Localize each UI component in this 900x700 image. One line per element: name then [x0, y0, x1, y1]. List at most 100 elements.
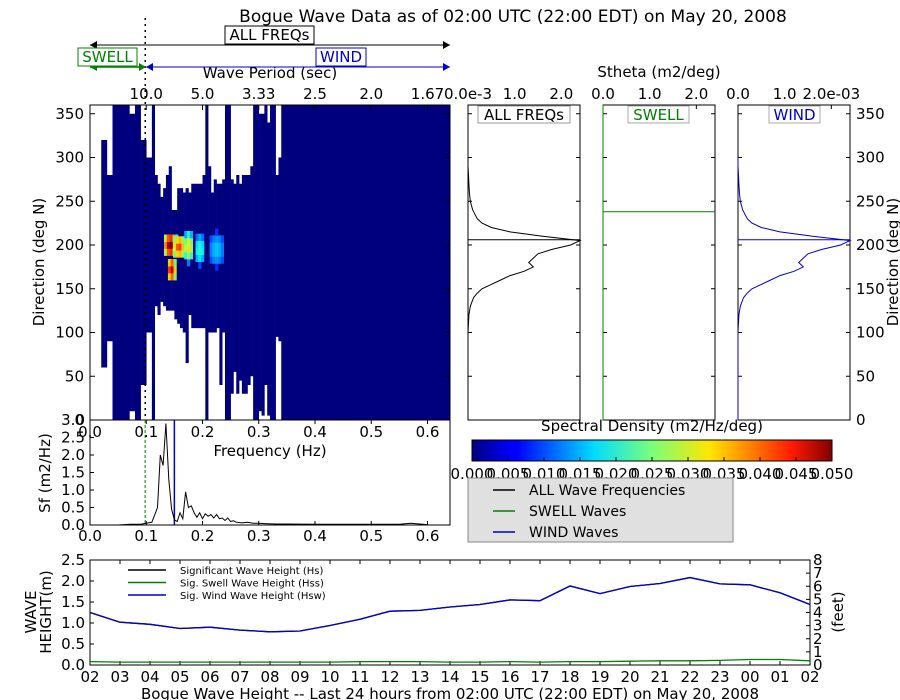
wave-height-x-tick-label: 05 — [170, 668, 189, 686]
heatmap-hot-cell — [195, 254, 199, 263]
wave-height-x-tick-label: 08 — [260, 668, 279, 686]
heatmap-hot-cell — [198, 240, 202, 249]
wave-height-series-line — [89, 576, 811, 633]
heatmap-hot-cell — [198, 261, 202, 270]
wave-height-y2-tick-label: 7 — [813, 564, 823, 582]
heatmap-hot-cell — [220, 256, 224, 264]
heatmap-cell-column — [230, 179, 234, 394]
heatmap-hot-cell — [220, 235, 224, 243]
wave-height-y2-label: (feet) — [829, 591, 847, 632]
sf-x-tick-label: 0.0 — [78, 527, 102, 545]
heatmap-y-axis-label: Direction (deg N) — [30, 198, 48, 327]
heatmap-cell-column — [233, 183, 237, 372]
heatmap-y-ticks: 0 50 100 150 200 250 300 350 — [55, 105, 450, 429]
stheta-wind-panel: 0.0 1.0 2.0e-03 WIND 0 50 100 150 200 250 300 350… — [726, 85, 900, 429]
heatmap-hot-cell — [184, 252, 188, 260]
wave-height-x-tick-label: 22 — [680, 668, 699, 686]
wave-height-x-tick-label: 01 — [770, 668, 789, 686]
stheta-x-tick-label: 1.0 — [773, 85, 797, 103]
wave-period-tick-label: 2.5 — [303, 85, 327, 103]
stheta-right-tick-label: 250 — [856, 192, 885, 210]
wave-height-legend-label: Significant Wave Height (Hs) — [180, 566, 323, 577]
heatmap-hotspots — [163, 228, 224, 281]
wave-height-ticks: 02 03 04 05 06 07 08 09 10 11 12 13 14 15 16 17 18 19 20 21… — [61, 551, 822, 686]
wave-height-legend-label: Sig. Swell Wave Height (Hss) — [180, 579, 324, 590]
heatmap-cell-column — [191, 183, 198, 329]
stheta-x-tick-label: 2.0e-03 — [803, 85, 861, 103]
heatmap-cell-column — [135, 105, 141, 420]
sf-y-tick-label: 1.5 — [61, 464, 85, 482]
heatmap-hot-cell — [170, 273, 174, 281]
wave-height-panel: 02 03 04 05 06 07 08 09 10 11 12 13 14 15 16 17 18 19 20 21… — [22, 551, 847, 700]
stheta-x-tick-label: 0.0e-3 — [444, 85, 492, 103]
sf-x-tick-label-top: 0.2 — [191, 423, 215, 441]
swell-arrowhead-right — [139, 63, 146, 71]
heatmap-hot-cell — [195, 247, 199, 256]
sf-x-tick-label: 0.2 — [191, 527, 215, 545]
wave-height-x-tick-label: 02 — [800, 668, 819, 686]
wave-height-x-tick-label: 00 — [740, 668, 759, 686]
sf-x-tick-label-top: 0.3 — [247, 423, 271, 441]
heatmap-columns — [101, 105, 451, 420]
stheta-all-label: ALL FREQs — [484, 106, 564, 124]
stheta-right-y-axis-label: Direction (deg N) — [884, 198, 900, 327]
heatmap-top-ticks: 10.0 5.0 3.33 2.5 2.0 1.67 — [130, 85, 444, 110]
heatmap-hot-cell — [209, 256, 213, 264]
heatmap-cell-column — [286, 105, 451, 420]
stheta-all-curve — [467, 157, 582, 420]
heatmap-hot-cell — [195, 240, 199, 249]
wave-height-x-tick-label: 07 — [230, 668, 249, 686]
heatmap-hot-cell — [212, 249, 216, 257]
wave-height-x-tick-label: 16 — [500, 668, 519, 686]
wave-height-x-tick-label: 17 — [530, 668, 549, 686]
colorbar-tick-label: 0.045 — [775, 465, 818, 483]
wave-height-y-tick-label: 0.0 — [61, 656, 85, 674]
stheta-all-panel: 0.0e-3 1.0 2.0 ALL FREQs — [444, 85, 582, 421]
heatmap-y-tick-label: 250 — [55, 192, 84, 210]
heatmap-hot-cell — [198, 247, 202, 256]
heatmap-hot-cell — [166, 234, 170, 242]
wave-height-y2-tick-label: 2 — [813, 630, 823, 648]
wave-height-x-tick-label: 11 — [350, 668, 369, 686]
heatmap-hot-cell — [187, 259, 191, 267]
wave-height-x-tick-label: 20 — [620, 668, 639, 686]
heatmap-hot-cell — [209, 242, 213, 250]
heatmap-y-tick-label: 100 — [55, 324, 84, 342]
heatmap-hot-cell — [215, 242, 219, 250]
heatmap-cell-column — [225, 105, 231, 420]
heatmap-hot-cell — [181, 236, 185, 244]
heatmap-cell-column — [182, 192, 186, 333]
wave-height-y-label-line1: WAVE — [22, 590, 40, 633]
heatmap-hot-cell — [172, 250, 177, 258]
heatmap-y-tick-label: 150 — [55, 280, 84, 298]
stheta-wind-label: WIND — [773, 106, 815, 124]
stheta-x-tick-label: 2.0 — [684, 85, 708, 103]
heatmap-hot-cell — [169, 248, 173, 256]
heatmap-cell-column — [180, 188, 184, 329]
sf-spectrum-line — [90, 423, 428, 526]
sf-ticks: 0.00.00.10.10.20.20.30.30.40.40.50.50.60… — [61, 411, 439, 545]
wave-height-y2-tick-label: 1 — [813, 643, 823, 661]
heatmap-hot-cell — [217, 256, 222, 264]
wave-height-y2-tick-label: 4 — [813, 604, 823, 622]
sf-x-tick-label: 0.3 — [247, 527, 271, 545]
heatmap-hot-cell — [217, 242, 222, 250]
stheta-x-tick-label: 1.0 — [503, 85, 527, 103]
colorbar: Spectral Density (m2/Hz/deg) 0.0000.0050… — [451, 417, 854, 483]
stheta-swell-label: SWELL — [633, 106, 684, 124]
heatmap-hot-cell — [195, 233, 199, 242]
all-freqs-label: ALL FREQs — [230, 26, 310, 44]
wave-height-y-label-line2: HEIGHT(m) — [37, 570, 55, 654]
heatmap-hot-cell — [189, 231, 194, 239]
stheta-right-tick-label: 150 — [856, 280, 885, 298]
wave-height-x-tick-label: 19 — [590, 668, 609, 686]
stheta-swell-ticks: 0.0 1.0 2.0 — [591, 85, 715, 421]
wave-height-y2-tick-label: 6 — [813, 577, 823, 595]
wave-period-tick-label: 10.0 — [130, 85, 163, 103]
heatmap-hot-cell — [178, 243, 182, 251]
heatmap-cell-column — [219, 183, 223, 385]
heatmap-hot-cell — [175, 243, 179, 251]
heatmap-cell-column — [101, 140, 108, 368]
wave-height-x-tick-label: 13 — [410, 668, 429, 686]
wind-arrowhead-left — [146, 63, 153, 71]
